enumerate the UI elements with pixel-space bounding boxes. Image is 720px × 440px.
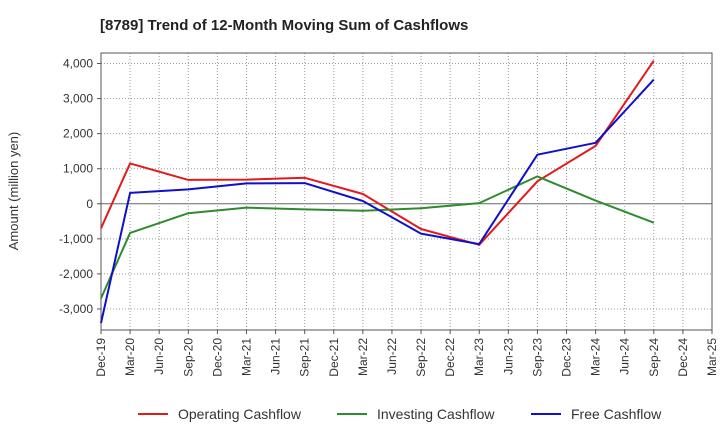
x-tick-label: Jun-23 (501, 338, 515, 375)
x-tick-label: Sep-22 (414, 338, 428, 377)
legend-label: Investing Cashflow (377, 406, 495, 422)
legend-label: Operating Cashflow (178, 406, 302, 422)
x-tick-label: Mar-24 (589, 338, 603, 376)
chart-title: [8789] Trend of 12-Month Moving Sum of C… (100, 17, 468, 34)
x-tick-label: Mar-21 (239, 338, 253, 376)
x-tick-label: Jun-21 (269, 338, 283, 375)
series-lines (100, 60, 655, 324)
y-tick-label: 1,000 (63, 162, 93, 176)
x-tick-label: Mar-20 (123, 338, 137, 376)
x-tick-label: Sep-21 (298, 338, 312, 377)
y-tick-label: 0 (86, 197, 93, 211)
x-tick-label: Jun-20 (152, 338, 166, 375)
x-tick-label: Dec-24 (676, 338, 690, 377)
x-tick-label: Dec-20 (210, 338, 224, 377)
y-tick-label: 4,000 (63, 57, 93, 71)
y-tick-label: -2,000 (59, 267, 93, 281)
y-tick-label: 3,000 (63, 92, 93, 106)
x-tick-label: Mar-25 (705, 338, 719, 376)
series-line (100, 78, 655, 324)
y-tick-label: -1,000 (59, 232, 93, 246)
x-tick-label: Mar-23 (472, 338, 486, 376)
x-tick-label: Dec-23 (560, 338, 574, 377)
x-tick-label: Dec-19 (94, 338, 108, 377)
legend-label: Free Cashflow (571, 406, 662, 422)
grid (101, 53, 712, 330)
x-tick-label: Dec-21 (327, 338, 341, 377)
plot-area (100, 52, 713, 331)
x-axis-ticks: Dec-19 Mar-20 Jun-20 Sep-20 Dec-20 Mar-21 Jun-… (94, 330, 719, 377)
x-tick-label: Sep-24 (647, 338, 661, 377)
x-tick-label: Mar-22 (356, 338, 370, 376)
legend: Operating Cashflow Investing Cashflow Free… (138, 406, 662, 422)
series-line (100, 60, 655, 246)
x-tick-label: Dec-22 (443, 338, 457, 377)
x-tick-label: Jun-24 (618, 338, 632, 375)
y-axis-ticks: -3,000 -2,000 -1,000 0 1,000 2,000 3,000 4,000 (59, 57, 101, 316)
x-tick-label: Jun-22 (385, 338, 399, 375)
x-tick-label: Sep-20 (181, 338, 195, 377)
series-line (100, 175, 655, 299)
y-tick-label: -3,000 (59, 302, 93, 316)
y-axis-label: Amount (million yen) (6, 132, 21, 251)
y-tick-label: 2,000 (63, 127, 93, 141)
x-tick-label: Sep-23 (530, 338, 544, 377)
